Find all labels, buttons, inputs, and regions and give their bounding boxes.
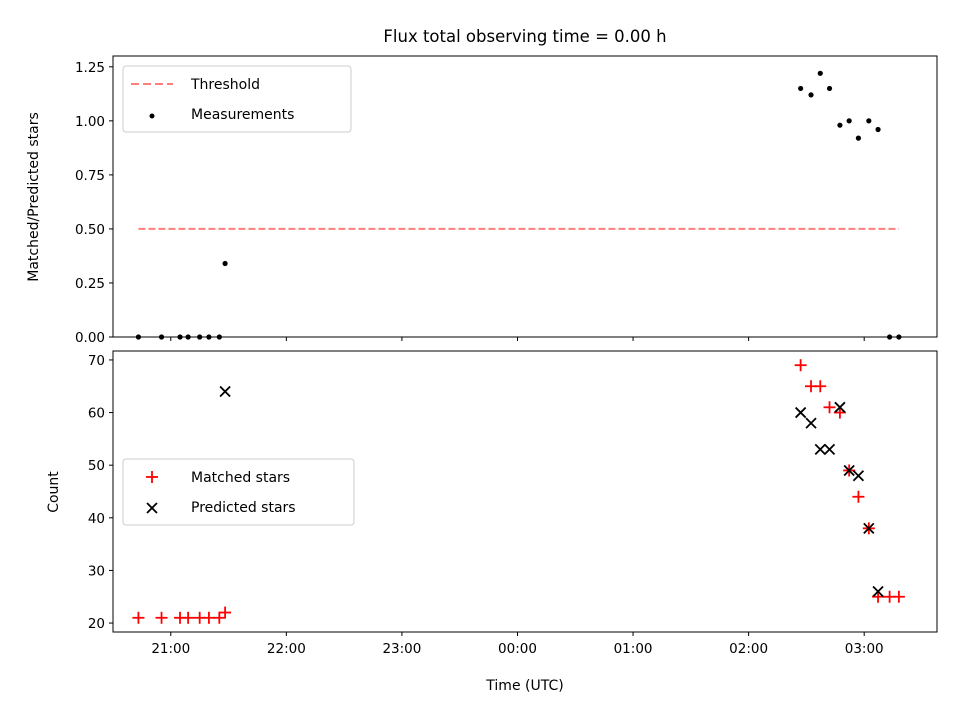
x-tick-label: 21:00 — [151, 641, 190, 657]
counts-y-axis-label: Count — [46, 471, 62, 513]
matched-stars-point — [892, 590, 905, 603]
predicted-stars-point — [805, 417, 817, 429]
measurements-point — [866, 118, 872, 124]
ratio-y-tick-label: 1.00 — [75, 114, 105, 130]
counts-y-tick-label: 20 — [88, 616, 105, 632]
x-axis-label: Time (UTC) — [485, 678, 563, 694]
x-tick-label: 23:00 — [382, 641, 421, 657]
predicted-stars-legend-swatch — [146, 502, 158, 514]
measurements-point — [817, 70, 823, 76]
matched-stars-point — [155, 611, 168, 624]
predicted-stars-legend-label: Predicted stars — [191, 500, 296, 516]
counts-y-tick-label: 70 — [88, 353, 105, 369]
predicted-stars-point — [872, 585, 884, 598]
x-tick-label: 22:00 — [267, 641, 306, 657]
ratio-y-tick-label: 1.25 — [75, 60, 105, 76]
predicted-stars-point — [843, 464, 855, 477]
measurements-legend-label: Measurements — [191, 107, 294, 123]
counts-y-tick-label: 60 — [88, 406, 105, 422]
matched-stars-point — [794, 359, 807, 372]
x-tick-label: 03:00 — [845, 641, 884, 657]
measurements-point — [808, 92, 814, 98]
predicted-stars-point — [823, 443, 836, 456]
chart-title: Flux total observing time = 0.00 h — [383, 27, 666, 46]
measurements-point — [875, 126, 881, 133]
ratio-axes-frame — [112, 55, 938, 338]
threshold-legend-label: Threshold — [190, 77, 260, 93]
counts-legend: Matched stars Predicted stars — [122, 458, 355, 526]
counts-legend-box — [122, 458, 355, 526]
x-tick-label: 00:00 — [498, 641, 537, 657]
predicted-stars-point — [219, 385, 231, 398]
matched-stars-point — [823, 401, 836, 414]
matched-stars-point — [814, 380, 827, 393]
measurements-point — [846, 118, 852, 124]
counts-panel: 20 30 40 50 60 70 21:00 22:00 23:00 00:00 01:00 02… — [46, 350, 938, 694]
measurements-point — [798, 85, 804, 92]
matched-stars-legend-label: Matched stars — [191, 470, 290, 486]
counts-y-tick-label: 40 — [88, 511, 105, 527]
measurements-point — [837, 122, 843, 128]
matched-stars-point — [132, 611, 145, 624]
predicted-stars-point — [834, 401, 846, 413]
predicted-stars-point — [794, 406, 807, 419]
matched-stars-point — [219, 606, 232, 619]
predicted-stars-point — [863, 522, 875, 534]
matched-stars-point — [202, 611, 215, 624]
counts-axes-frame — [112, 350, 938, 633]
measurements-point — [855, 135, 862, 141]
counts-y-tick-label: 30 — [88, 563, 105, 579]
matched-stars-point — [852, 490, 865, 503]
matched-stars-point — [182, 611, 195, 624]
ratio-legend: Threshold Measurements — [122, 65, 352, 133]
ratio-y-tick-label: 0.25 — [75, 276, 105, 292]
ratio-y-tick-label: 0.50 — [75, 222, 105, 238]
measurements-point — [222, 260, 228, 267]
predicted-stars-point — [852, 470, 865, 482]
counts-y-tick-label: 50 — [88, 458, 105, 474]
measurements-point — [826, 85, 833, 92]
ratio-y-axis-label: Matched/Predicted stars — [26, 112, 42, 282]
ratio-y-tick-label: 0.00 — [75, 330, 105, 346]
matched-stars-legend-swatch — [146, 471, 158, 483]
ratio-y-tick-label: 0.75 — [75, 168, 105, 184]
measurements-legend-swatch — [149, 113, 155, 119]
x-tick-label: 01:00 — [614, 641, 653, 657]
ratio-panel: 0.00 0.25 0.50 0.75 1.00 1.25 Matched/Predict… — [26, 55, 938, 346]
matched-stars-point — [213, 611, 226, 624]
predicted-stars-point — [814, 443, 826, 456]
ratio-legend-box — [122, 65, 352, 133]
x-tick-label: 02:00 — [729, 641, 768, 657]
